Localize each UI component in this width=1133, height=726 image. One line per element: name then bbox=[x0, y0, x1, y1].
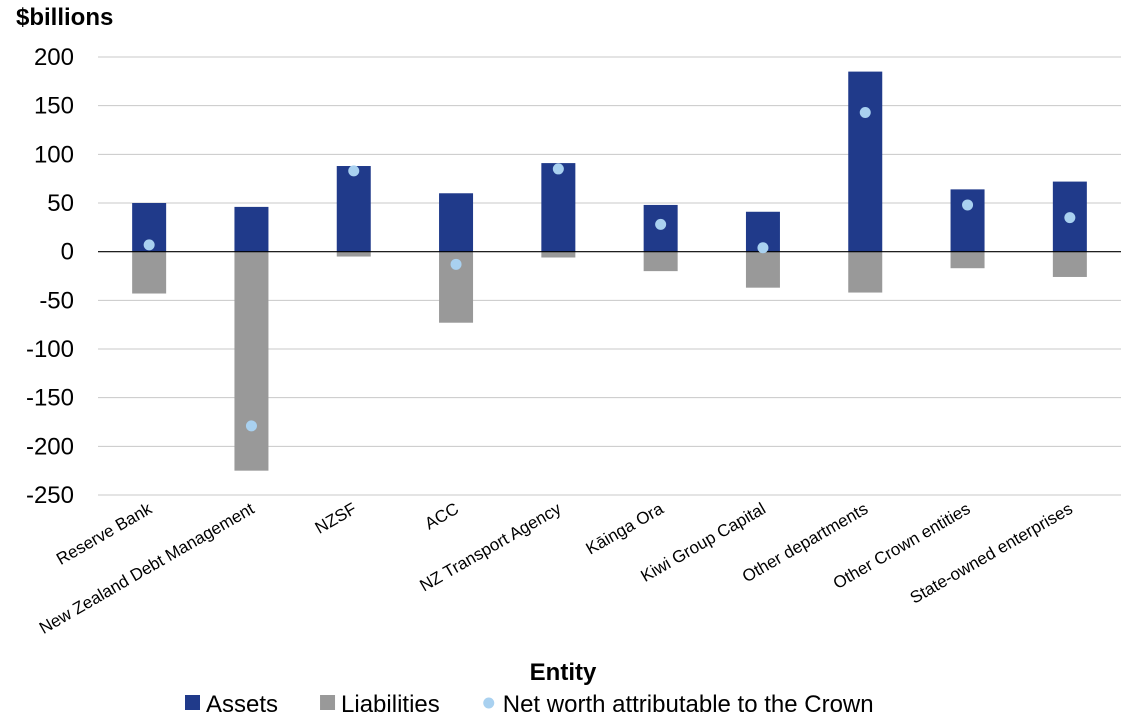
net-worth-marker bbox=[552, 163, 564, 175]
x-axis-title: Entity bbox=[530, 659, 597, 686]
category-label: NZSF bbox=[312, 499, 360, 538]
assets-bar bbox=[848, 71, 883, 252]
liabilities-bar bbox=[950, 251, 985, 269]
gridlines bbox=[98, 56, 1121, 496]
legend-swatch bbox=[320, 695, 336, 710]
assets-bar bbox=[950, 189, 985, 252]
assets-bar bbox=[541, 163, 576, 252]
y-tick-labels: 200 150 100 50 0 -50 -100 -150 -200 -250 bbox=[26, 44, 74, 509]
y-tick-label: -250 bbox=[26, 482, 74, 509]
y-tick-label: -50 bbox=[39, 287, 74, 314]
net-worth-marker bbox=[1064, 212, 1076, 224]
assets-bar bbox=[439, 193, 474, 252]
y-tick-label: -150 bbox=[26, 385, 74, 412]
net-worth-marker bbox=[348, 165, 360, 177]
y-tick-label: 200 bbox=[34, 44, 74, 71]
y-tick-label: 50 bbox=[47, 190, 74, 217]
legend-swatch bbox=[483, 697, 495, 709]
legend: Assets Liabilities Net worth attributable … bbox=[185, 691, 874, 718]
liabilities-bar bbox=[745, 251, 780, 288]
net-worth-marker bbox=[450, 258, 462, 270]
category-label: State-owned enterprises bbox=[907, 499, 1076, 608]
net-worth-marker bbox=[245, 420, 257, 432]
assets-bar bbox=[234, 206, 269, 252]
liabilities-bar bbox=[643, 251, 678, 272]
net-worth-marker bbox=[757, 242, 769, 254]
legend-swatch bbox=[185, 695, 200, 710]
liabilities-bar bbox=[541, 251, 576, 258]
legend-label: Assets bbox=[206, 691, 278, 718]
category-label: Reserve Bank bbox=[53, 499, 155, 569]
y-tick-label: 0 bbox=[61, 239, 74, 266]
bars bbox=[132, 71, 1087, 471]
y-tick-label: 100 bbox=[34, 141, 74, 168]
liabilities-bar bbox=[234, 251, 269, 471]
net-worth-marker bbox=[859, 106, 871, 118]
legend-label: Net worth attributable to the Crown bbox=[503, 691, 874, 718]
liabilities-bar bbox=[132, 251, 167, 294]
assets-bar bbox=[336, 166, 371, 252]
y-tick-label: -100 bbox=[26, 336, 74, 363]
y-tick-label: 150 bbox=[34, 93, 74, 120]
net-worth-marker bbox=[655, 218, 667, 230]
y-tick-label: -200 bbox=[26, 433, 74, 460]
legend-label: Liabilities bbox=[341, 691, 440, 718]
y-axis-title: $billions bbox=[16, 4, 114, 31]
net-worth-marker bbox=[962, 199, 974, 211]
liabilities-bar bbox=[1052, 251, 1087, 277]
liabilities-bar bbox=[848, 251, 883, 293]
net-worth-markers bbox=[143, 106, 1076, 432]
category-label: ACC bbox=[421, 499, 462, 533]
category-label: Kāinga Ora bbox=[583, 499, 667, 559]
liabilities-bar bbox=[336, 251, 371, 257]
net-worth-marker bbox=[143, 239, 155, 251]
